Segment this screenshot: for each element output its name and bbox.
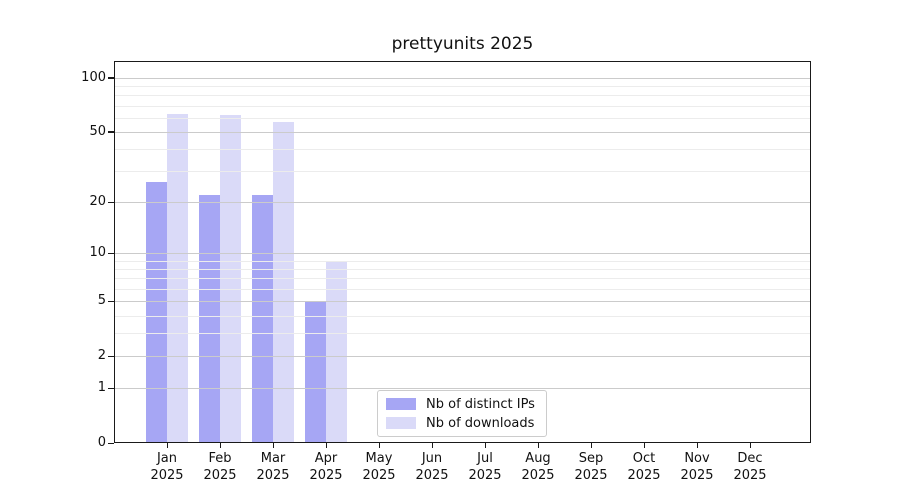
x-axis-tick: [643, 443, 645, 448]
x-axis-tick: [378, 443, 380, 448]
major-gridline: [114, 202, 811, 204]
x-axis-label: Jul 2025: [468, 451, 502, 483]
y-axis-tick: [108, 442, 114, 444]
legend: Nb of distinct IPs Nb of downloads: [377, 390, 547, 437]
x-axis-label: Jan 2025: [150, 451, 184, 483]
x-axis-label: Jun 2025: [415, 451, 449, 483]
bar-downloads-mar: [273, 121, 294, 443]
major-gridline: [114, 77, 811, 79]
x-axis-tick: [484, 443, 486, 448]
y-axis-label: 20: [89, 194, 106, 210]
x-axis-label: Sep 2025: [574, 451, 608, 483]
x-axis-label: Aug 2025: [521, 451, 555, 483]
bar-downloads-apr: [326, 260, 347, 443]
minor-gridline: [114, 315, 811, 317]
y-axis-label: 1: [97, 380, 106, 396]
minor-gridline: [114, 289, 811, 291]
x-axis-label: Nov 2025: [680, 451, 714, 483]
y-axis-label: 50: [89, 123, 106, 139]
x-axis-label: Mar 2025: [256, 451, 290, 483]
y-axis-tick: [108, 131, 114, 133]
y-axis-tick: [108, 355, 114, 358]
x-axis-label: Dec 2025: [733, 451, 767, 483]
bar-distinct-ips-mar: [252, 194, 273, 443]
y-axis-tick: [108, 201, 114, 204]
y-axis-tick: [108, 300, 114, 303]
minor-gridline: [114, 278, 811, 280]
x-axis-label: Feb 2025: [203, 451, 237, 483]
bar-distinct-ips-jan: [146, 182, 167, 443]
y-axis-label: 2: [97, 348, 106, 364]
minor-gridline: [114, 260, 811, 262]
y-axis-label: 10: [89, 245, 106, 261]
major-gridline: [114, 301, 811, 303]
y-axis-label: 100: [81, 69, 106, 85]
legend-entry-downloads: Nb of downloads: [378, 416, 546, 431]
major-gridline: [114, 388, 811, 390]
x-axis-tick: [590, 443, 592, 448]
x-axis-tick: [166, 443, 168, 448]
y-axis-tick: [108, 387, 114, 390]
minor-gridline: [114, 105, 811, 107]
y-axis-label: 0: [97, 435, 106, 450]
x-axis-tick: [325, 443, 327, 448]
chart-title: prettyunits 2025: [391, 34, 534, 54]
x-axis-tick: [749, 443, 751, 448]
minor-gridline: [114, 117, 811, 119]
minor-gridline: [114, 86, 811, 88]
x-axis-tick: [537, 443, 539, 448]
major-gridline: [114, 131, 811, 133]
minor-gridline: [114, 269, 811, 271]
x-axis-label: Apr 2025: [309, 451, 343, 483]
major-gridline: [114, 253, 811, 255]
x-axis-tick: [431, 443, 433, 448]
x-axis-tick: [219, 443, 221, 448]
bar-distinct-ips-apr: [305, 301, 326, 443]
x-axis-label: May 2025: [362, 451, 396, 483]
legend-entry-distinct-ips: Nb of distinct IPs: [378, 397, 546, 412]
x-axis-tick: [272, 443, 274, 448]
minor-gridline: [114, 95, 811, 97]
y-axis-tick: [108, 252, 114, 255]
minor-gridline: [114, 149, 811, 151]
legend-label-distinct-ips: Nb of distinct IPs: [426, 396, 535, 412]
bar-distinct-ips-feb: [199, 194, 220, 443]
plot-area: [114, 61, 811, 443]
major-gridline: [114, 356, 811, 358]
y-axis-label: 5: [97, 293, 106, 309]
minor-gridline: [114, 333, 811, 335]
legend-swatch-distinct-ips: [386, 398, 416, 410]
legend-label-downloads: Nb of downloads: [426, 415, 535, 431]
y-axis-tick: [108, 77, 114, 79]
minor-gridline: [114, 171, 811, 173]
x-axis-tick: [696, 443, 698, 448]
x-axis-label: Oct 2025: [627, 451, 661, 483]
legend-swatch-downloads: [386, 417, 416, 429]
